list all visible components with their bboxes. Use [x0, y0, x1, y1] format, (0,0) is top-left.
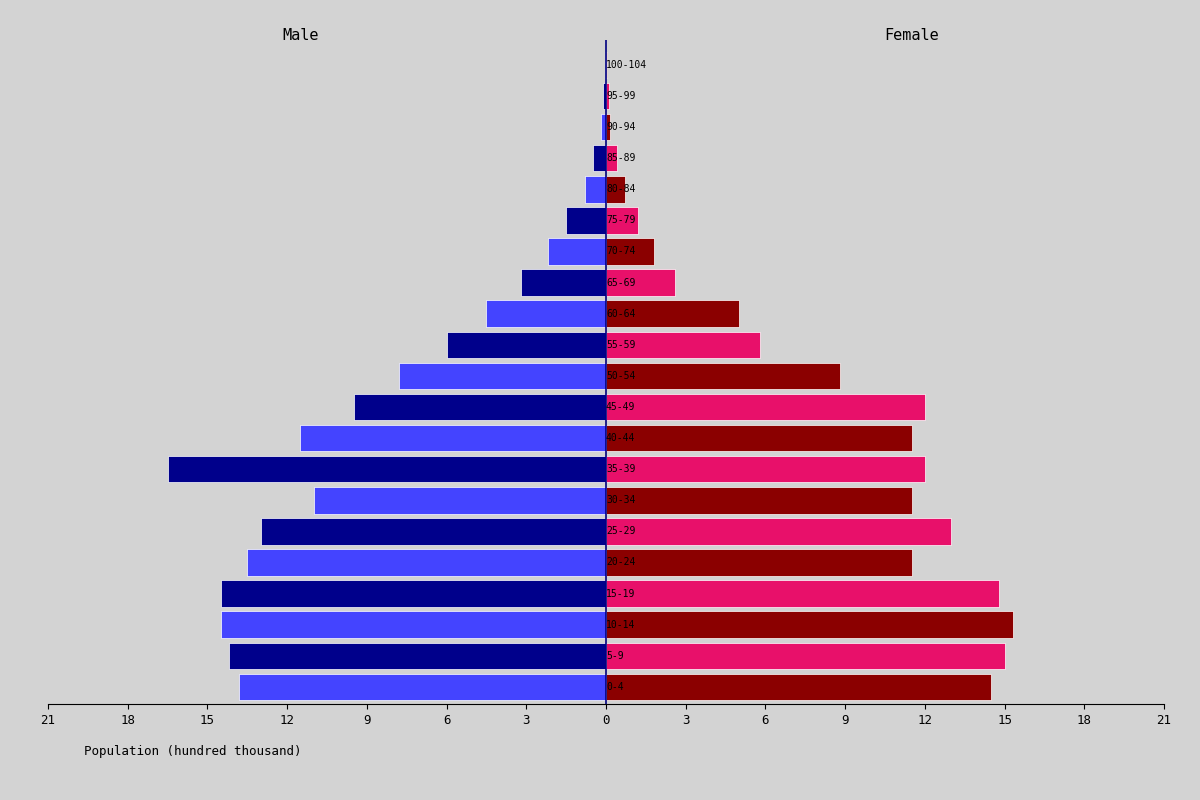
Bar — [221, 580, 606, 607]
Text: 80-84: 80-84 — [606, 184, 635, 194]
Bar — [606, 82, 608, 109]
Bar — [168, 456, 606, 482]
Bar — [446, 331, 606, 358]
Bar — [606, 176, 625, 202]
Bar — [606, 518, 952, 545]
Text: Male: Male — [282, 28, 319, 43]
Text: 5-9: 5-9 — [606, 650, 624, 661]
Bar — [486, 301, 606, 327]
Text: 70-74: 70-74 — [606, 246, 635, 257]
Text: 55-59: 55-59 — [606, 340, 635, 350]
Text: 0-4: 0-4 — [606, 682, 624, 692]
Bar — [606, 114, 610, 140]
Bar — [606, 611, 1013, 638]
Text: 85-89: 85-89 — [606, 153, 635, 163]
Bar — [606, 207, 638, 234]
Text: 25-29: 25-29 — [606, 526, 635, 536]
Text: 60-64: 60-64 — [606, 309, 635, 318]
Text: 35-39: 35-39 — [606, 464, 635, 474]
Bar — [606, 674, 991, 700]
Bar — [604, 82, 606, 109]
Text: Population (hundred thousand): Population (hundred thousand) — [84, 746, 301, 758]
Bar — [606, 394, 925, 420]
Bar — [606, 238, 654, 265]
Bar — [221, 611, 606, 638]
Bar — [606, 270, 676, 296]
Bar — [606, 52, 607, 78]
Bar — [593, 145, 606, 171]
Text: 75-79: 75-79 — [606, 215, 635, 226]
Text: 30-34: 30-34 — [606, 495, 635, 506]
Bar — [300, 425, 606, 451]
Bar — [247, 550, 606, 576]
Bar — [260, 518, 606, 545]
Bar — [606, 145, 617, 171]
Bar — [606, 362, 840, 389]
Text: 45-49: 45-49 — [606, 402, 635, 412]
Text: 95-99: 95-99 — [606, 91, 635, 101]
Bar — [606, 550, 912, 576]
Text: 50-54: 50-54 — [606, 371, 635, 381]
Bar — [606, 642, 1004, 669]
Bar — [354, 394, 606, 420]
Bar — [601, 114, 606, 140]
Bar — [606, 301, 739, 327]
Bar — [606, 487, 912, 514]
Bar — [398, 362, 606, 389]
Bar — [229, 642, 606, 669]
Text: 15-19: 15-19 — [606, 589, 635, 598]
Bar — [606, 425, 912, 451]
Text: 40-44: 40-44 — [606, 433, 635, 443]
Bar — [606, 331, 760, 358]
Text: 65-69: 65-69 — [606, 278, 635, 287]
Bar — [566, 207, 606, 234]
Bar — [584, 176, 606, 202]
Text: Female: Female — [884, 28, 938, 43]
Bar — [547, 238, 606, 265]
Text: 20-24: 20-24 — [606, 558, 635, 567]
Bar — [606, 456, 925, 482]
Bar — [313, 487, 606, 514]
Bar — [239, 674, 606, 700]
Text: 10-14: 10-14 — [606, 620, 635, 630]
Text: 90-94: 90-94 — [606, 122, 635, 132]
Bar — [606, 580, 1000, 607]
Bar — [521, 270, 606, 296]
Text: 100-104: 100-104 — [606, 60, 647, 70]
Bar — [605, 52, 606, 78]
